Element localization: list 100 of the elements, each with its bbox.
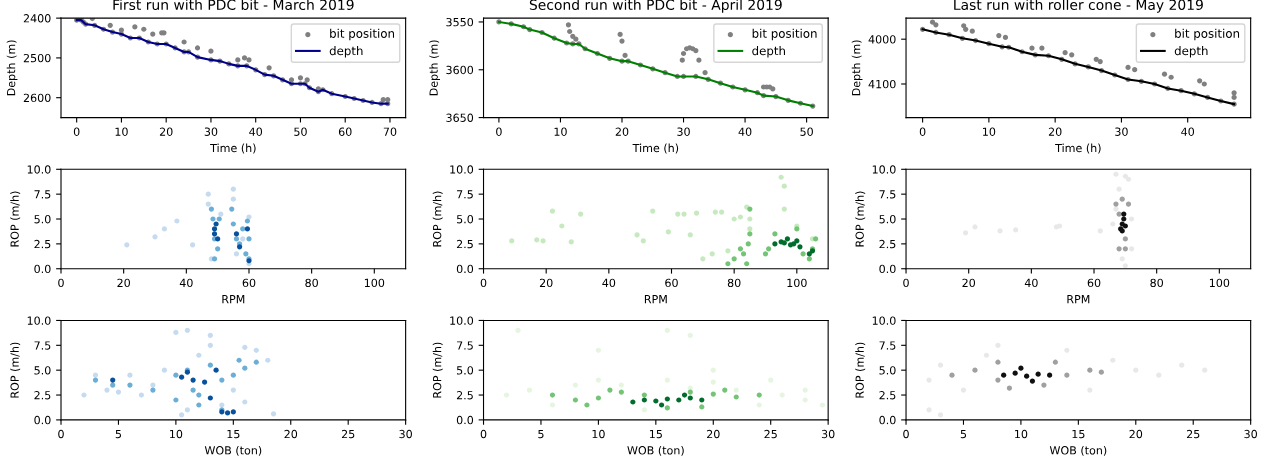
y-tick-label: 7.5 xyxy=(457,341,473,350)
legend-label: depth xyxy=(329,46,363,58)
y-tick-label: 2.5 xyxy=(879,239,896,249)
y-axis-title: ROP (m/h) xyxy=(432,191,443,247)
y-axis-title: ROP (m/h) xyxy=(855,191,866,247)
y-tick-label: 7.5 xyxy=(34,341,51,350)
x-tick-label: 5 xyxy=(538,429,544,439)
y-tick-label: 10.0 xyxy=(27,316,51,325)
y-tick-label: 2.5 xyxy=(456,391,473,400)
y-tick-label: 5.0 xyxy=(456,366,474,375)
y-tick-label: 3600 xyxy=(446,65,474,75)
x-tick-label: 70 xyxy=(383,127,397,136)
x-tick-label: 15 xyxy=(1072,429,1085,439)
x-tick-label: 20 xyxy=(962,278,976,288)
y-tick-label: 0.0 xyxy=(456,415,474,425)
y-tick-label: 0.0 xyxy=(34,415,51,425)
x-tick-label: 40 xyxy=(249,127,263,136)
y-tick-label: 5.0 xyxy=(34,366,51,375)
y-tick-label: 5.0 xyxy=(456,214,474,224)
x-tick-label: 10 xyxy=(554,127,567,136)
x-tick-label: 0 xyxy=(73,127,80,136)
x-tick-label: 30 xyxy=(821,429,835,439)
y-tick-label: 5.0 xyxy=(879,366,896,375)
x-tick-label: 80 xyxy=(1150,278,1164,288)
x-tick-label: 10 xyxy=(1015,429,1028,439)
x-tick-label: 15 xyxy=(227,429,240,439)
x-tick-label: 60 xyxy=(1087,278,1101,288)
y-axis-title: Depth (m) xyxy=(851,40,863,96)
y-tick-label: 3650 xyxy=(446,113,474,122)
x-tick-label: 20 xyxy=(1048,127,1062,136)
x-tick-label: 10 xyxy=(983,127,996,136)
x-tick-label: 100 xyxy=(364,278,385,288)
x-tick-label: 30 xyxy=(1244,429,1257,439)
y-tick-label: 5.0 xyxy=(879,214,896,224)
x-axis-title: RPM xyxy=(644,295,667,304)
y-tick-label: 7.5 xyxy=(457,190,473,199)
y-axis-title: ROP (m/h) xyxy=(432,342,443,398)
x-axis-title: WOB (ton) xyxy=(204,445,262,456)
x-tick-label: 30 xyxy=(677,127,690,136)
x-tick-label: 5 xyxy=(115,429,122,439)
x-tick-label: 60 xyxy=(242,278,256,288)
x-tick-label: 30 xyxy=(1115,127,1128,136)
y-tick-label: 2400 xyxy=(23,14,51,23)
x-tick-label: 40 xyxy=(738,127,752,136)
x-tick-label: 0 xyxy=(480,429,487,439)
x-axis-title: RPM xyxy=(1067,295,1090,304)
x-axis-title: RPM xyxy=(222,295,245,304)
x-axis-title: Time (h) xyxy=(1055,143,1101,154)
x-tick-label: 20 xyxy=(284,429,298,439)
x-tick-label: 20 xyxy=(539,278,553,288)
x-tick-label: 100 xyxy=(787,278,807,288)
x-tick-label: 40 xyxy=(602,278,616,288)
y-tick-label: 2.5 xyxy=(34,391,51,400)
y-tick-label: 2600 xyxy=(23,93,51,103)
x-tick-label: 40 xyxy=(1024,278,1038,288)
x-tick-label: 20 xyxy=(1129,429,1143,439)
x-tick-label: 30 xyxy=(399,429,412,439)
x-tick-label: 20 xyxy=(117,278,130,288)
y-tick-label: 7.5 xyxy=(879,190,896,199)
x-tick-label: 15 xyxy=(649,429,662,439)
y-axis-title: ROP (m/h) xyxy=(10,191,21,247)
x-tick-label: 0 xyxy=(480,278,487,288)
x-tick-label: 10 xyxy=(115,127,128,136)
x-tick-label: 50 xyxy=(294,127,307,136)
y-tick-label: 3550 xyxy=(446,17,474,27)
x-tick-label: 20 xyxy=(159,127,173,136)
y-axis-title: Depth (m) xyxy=(6,40,18,96)
x-axis-title: Time (h) xyxy=(632,143,679,154)
x-tick-label: 0 xyxy=(58,429,64,439)
y-tick-label: 7.5 xyxy=(879,341,896,350)
y-axis-title: Depth (m) xyxy=(429,40,440,96)
x-axis-title: Time (h) xyxy=(210,143,256,154)
x-tick-label: 80 xyxy=(305,278,318,288)
x-tick-label: 25 xyxy=(1186,429,1200,439)
x-tick-label: 0 xyxy=(919,127,926,136)
y-tick-label: 0.0 xyxy=(34,264,51,274)
legend-label: depth xyxy=(1174,46,1208,58)
x-tick-label: 0 xyxy=(58,278,64,288)
x-tick-label: 30 xyxy=(204,127,218,136)
legend-label: bit position xyxy=(1175,28,1240,41)
y-tick-label: 10.0 xyxy=(872,165,896,174)
legend-label: depth xyxy=(752,46,785,58)
y-tick-label: 2500 xyxy=(23,53,51,63)
x-tick-label: 40 xyxy=(1181,127,1195,136)
x-axis-title: WOB (ton) xyxy=(1049,445,1107,456)
x-tick-label: 0 xyxy=(903,278,909,288)
y-tick-label: 2.5 xyxy=(34,239,51,249)
x-tick-label: 0 xyxy=(496,127,502,136)
y-tick-label: 4100 xyxy=(868,79,896,89)
x-tick-label: 60 xyxy=(338,127,352,136)
legend-label: bit position xyxy=(752,28,817,41)
x-tick-label: 25 xyxy=(341,429,355,439)
y-tick-label: 2.5 xyxy=(456,239,473,249)
x-tick-label: 40 xyxy=(179,278,193,288)
y-axis-title: ROP (m/h) xyxy=(10,342,21,398)
chart-title: Last run with roller cone - May 2019 xyxy=(954,0,1203,13)
y-tick-label: 10.0 xyxy=(872,316,896,325)
y-tick-label: 10.0 xyxy=(27,165,51,174)
x-tick-label: 20 xyxy=(707,429,720,439)
y-tick-label: 10.0 xyxy=(450,165,474,174)
